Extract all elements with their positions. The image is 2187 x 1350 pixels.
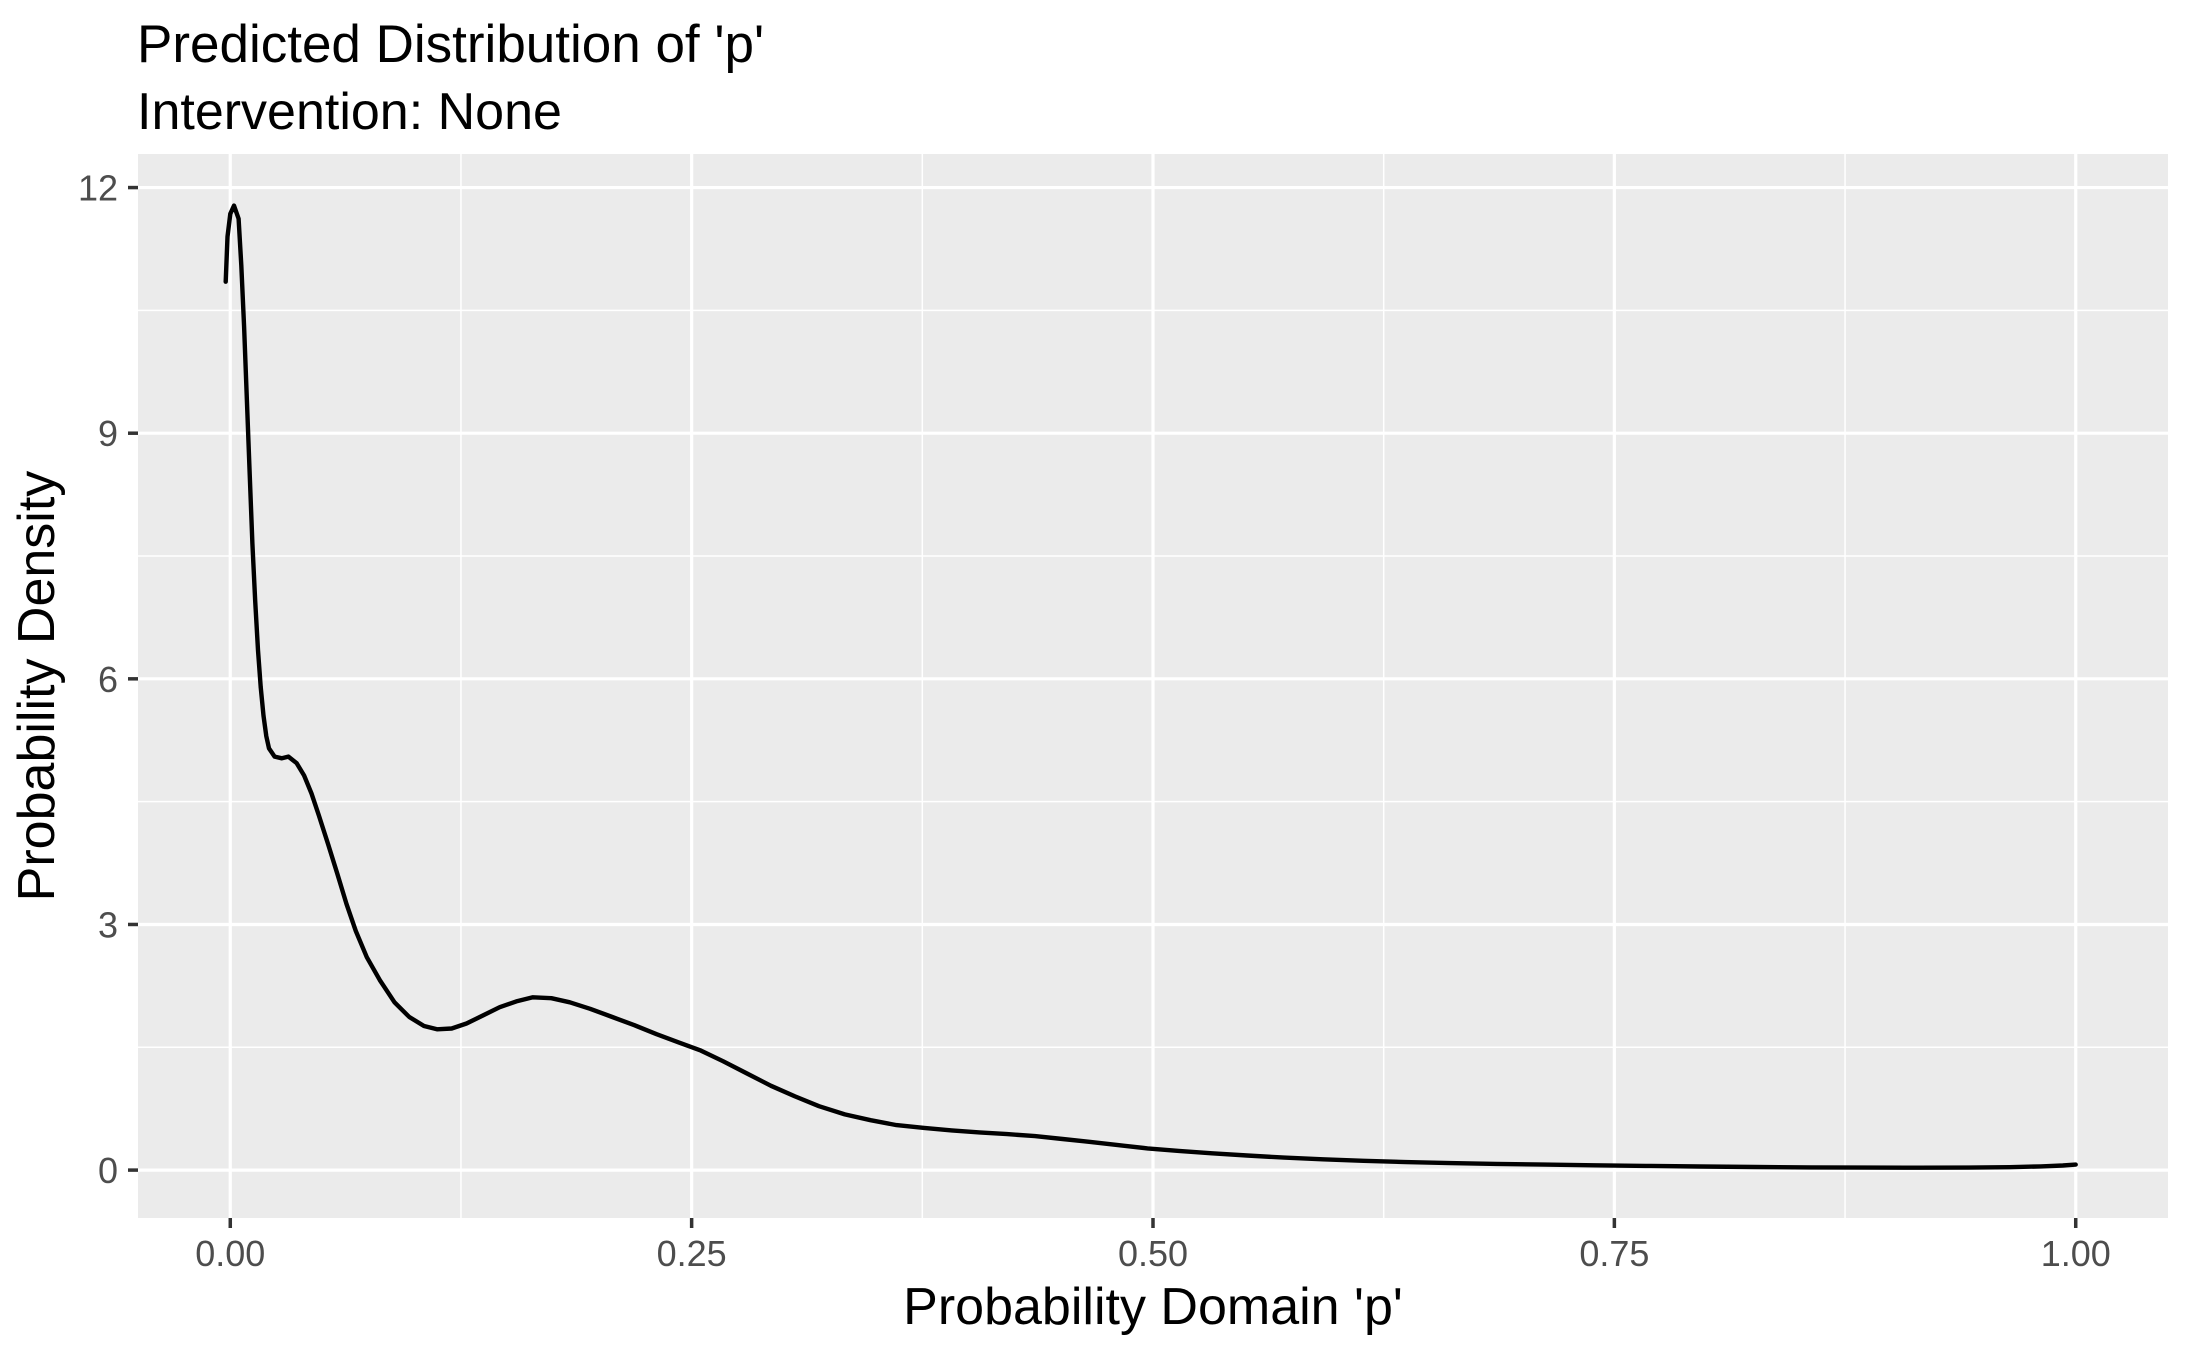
y-tick-label: 3 — [98, 904, 118, 945]
y-tick-label: 12 — [78, 168, 118, 209]
x-tick-label: 0.25 — [657, 1233, 727, 1274]
x-axis-ticks: 0.00 0.25 0.50 0.75 1.00 — [195, 1218, 2111, 1274]
x-tick-label: 1.00 — [2041, 1233, 2111, 1274]
x-axis-title: Probability Domain 'p' — [903, 1278, 1403, 1336]
x-tick-label: 0.50 — [1118, 1233, 1188, 1274]
plot-title: Predicted Distribution of 'p' — [137, 15, 764, 74]
y-tick-label: 9 — [98, 413, 118, 454]
x-tick-label: 0.75 — [1579, 1233, 1649, 1274]
major-gridlines — [138, 154, 2168, 1218]
y-tick-label: 0 — [98, 1150, 118, 1191]
x-tick-label: 0.00 — [195, 1233, 265, 1274]
plot-subtitle: Intervention: None — [137, 83, 562, 141]
y-axis-ticks: 0 3 6 9 12 — [78, 168, 138, 1191]
y-axis-title: Probability Density — [8, 471, 66, 902]
y-tick-label: 6 — [98, 659, 118, 700]
density-curve — [223, 203, 2078, 1170]
